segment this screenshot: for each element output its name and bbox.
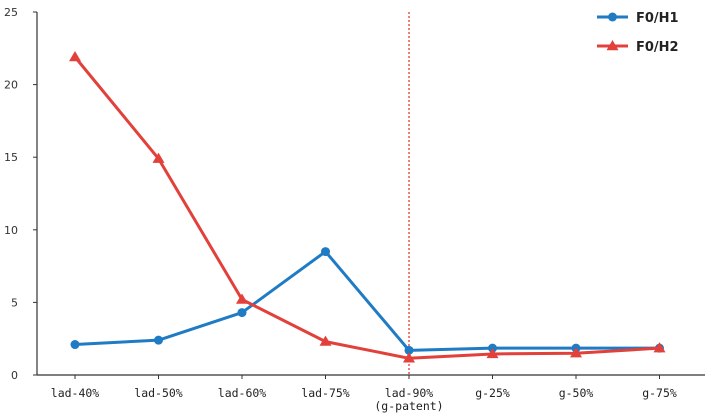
data-point-triangle [236,293,248,304]
data-point-triangle [69,51,81,62]
x-tick-label-line: g-75% [642,386,677,400]
y-tick-label: 25 [4,6,18,19]
x-tick-label: g-75% [642,386,677,400]
data-point-circle [404,345,414,355]
data-point-triangle [486,347,499,359]
data-point-triangle [570,347,582,358]
x-tick-label: g-50% [559,386,594,400]
x-tick-label: lad-50% [134,386,183,400]
data-point-circle [154,335,163,345]
y-tick-label: 15 [4,151,18,164]
data-point-triangle [653,342,666,353]
x-tick-label-line: lad-60% [218,386,267,400]
axes [36,12,705,376]
y-tick-label: 0 [11,369,18,382]
x-tick-label: lad-40% [51,386,100,400]
data-point-circle [321,247,330,257]
x-tick-label-line: lad-90% [385,386,434,400]
x-tick-label: lad-75% [301,386,350,400]
y-axis-ticks: 0 5 10 15 20 25 [4,6,37,382]
x-tick-label-line: lad-75% [301,386,350,400]
data-point-triangle [152,152,165,163]
x-tick-label-line: g-25% [475,386,510,400]
legend-marker-circle [608,12,617,22]
x-tick-label-line: lad-40% [51,386,100,400]
y-tick-label: 10 [4,224,18,237]
x-tick-label-line: (g-patent) [374,399,443,413]
data-point-triangle [319,335,332,346]
series-group [69,51,666,363]
x-tick-label: g-25% [475,386,510,400]
data-point-triangle [403,352,415,363]
data-point-circle [70,340,80,350]
x-tick-label: lad-90% (g-patent) [374,386,443,413]
series-line-f0-h1 [74,250,660,352]
data-point-circle [237,308,247,318]
legend-label: F0/H2 [636,40,679,55]
series-line-f0-h2 [73,56,660,360]
x-axis-ticks: lad-40% lad-50% lad-60% lad-75% lad-90% (g-pa… [51,375,677,413]
legend-label: F0/H1 [636,11,679,26]
legend-marker-triangle [606,40,619,51]
x-tick-label-line: lad-50% [134,386,183,400]
y-tick-label: 5 [11,296,18,309]
x-tick-label: lad-60% [218,386,267,400]
y-tick-label: 20 [4,79,18,92]
x-tick-label-line: g-50% [559,386,594,400]
legend: F0/H1 F0/H2 [597,11,679,55]
